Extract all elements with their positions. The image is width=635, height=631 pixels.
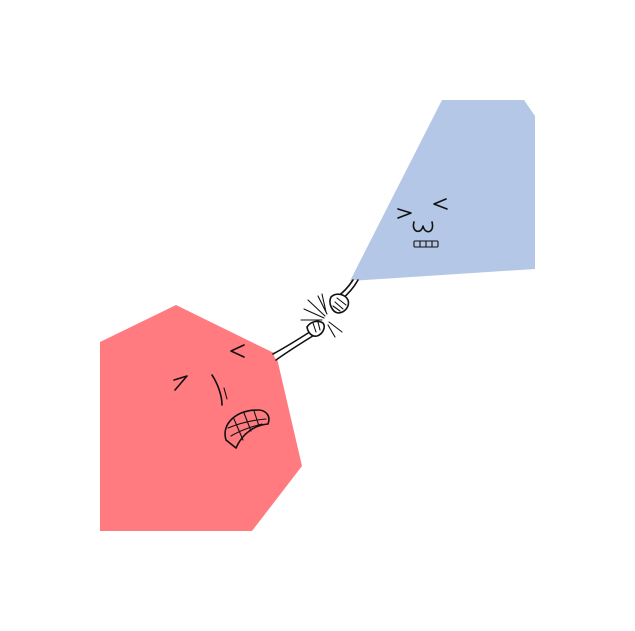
blue-fist-knuckles <box>332 297 347 312</box>
red-fist-knuckles <box>312 321 321 333</box>
blue-character-face <box>397 198 448 248</box>
blue-mouth-icon <box>412 221 434 233</box>
blue-right-eye-icon <box>433 198 448 210</box>
blue-fist-icon <box>329 293 350 314</box>
red-character <box>100 305 302 531</box>
red-nose-icon <box>211 374 223 406</box>
red-left-eye-icon <box>173 375 188 391</box>
blue-character <box>350 100 535 281</box>
blue-teeth-lines <box>419 240 433 248</box>
blue-character-body <box>350 100 535 281</box>
red-fist-icon <box>306 320 325 337</box>
red-teeth-lines <box>227 410 267 441</box>
red-cheek-line <box>223 387 228 400</box>
red-character-face <box>173 344 270 449</box>
fist-bump-spark-icon <box>300 293 343 338</box>
red-mouth-icon <box>224 409 270 449</box>
fist-bump <box>272 279 359 361</box>
red-arm <box>272 329 317 361</box>
blue-left-eye-icon <box>397 208 412 219</box>
red-character-body <box>100 305 302 531</box>
red-right-eye-icon <box>230 344 245 358</box>
